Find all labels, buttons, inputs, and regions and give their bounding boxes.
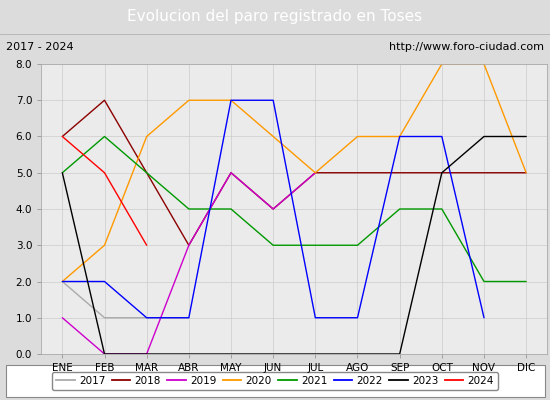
Text: 2017 - 2024: 2017 - 2024: [6, 42, 73, 52]
FancyBboxPatch shape: [6, 365, 544, 397]
Text: http://www.foro-ciudad.com: http://www.foro-ciudad.com: [389, 42, 544, 52]
Text: Evolucion del paro registrado en Toses: Evolucion del paro registrado en Toses: [128, 10, 422, 24]
Legend: 2017, 2018, 2019, 2020, 2021, 2022, 2023, 2024: 2017, 2018, 2019, 2020, 2021, 2022, 2023…: [52, 372, 498, 390]
